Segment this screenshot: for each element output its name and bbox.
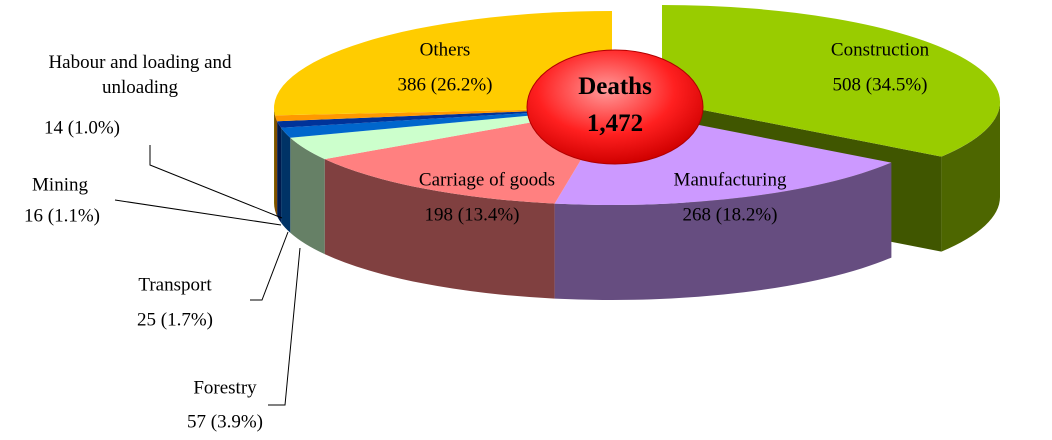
slice-side: [554, 162, 892, 301]
leader-line: [149, 145, 283, 219]
slice-label: Others: [419, 39, 471, 61]
center-title: Deaths: [578, 73, 652, 100]
leader-line: [114, 199, 282, 226]
value-label: 16 (1.1%): [24, 205, 100, 227]
center-total: 1,472: [586, 110, 644, 137]
slice: [274, 11, 612, 116]
slice-label: Mining: [32, 174, 88, 196]
slice-side: [324, 159, 555, 299]
value-label: 14 (1.0%): [44, 117, 120, 139]
slice: [662, 5, 1001, 157]
slice-side: [274, 108, 275, 211]
slice-label: Construction: [830, 39, 930, 61]
value-label: 268 (18.2%): [682, 204, 778, 226]
value-label: 57 (3.9%): [187, 411, 263, 433]
slice-label: Habour and loading and unloading: [48, 52, 232, 98]
slice-side: [941, 102, 1000, 252]
slice-side: [275, 115, 278, 217]
slice-side: [281, 127, 291, 233]
value-label: 386 (26.2%): [397, 74, 493, 96]
value-label: 198 (13.4%): [424, 204, 520, 226]
leader-line: [250, 231, 289, 301]
slice-label: Carriage of goods: [418, 169, 556, 191]
center-badge: [526, 49, 704, 165]
leader-line: [268, 247, 301, 406]
slice-label: Manufacturing: [673, 169, 787, 191]
value-label: 508 (34.5%): [832, 74, 928, 96]
value-label: 25 (1.7%): [137, 309, 213, 331]
slice-side: [277, 121, 282, 223]
slice-side: [290, 137, 325, 255]
slice-label: Transport: [138, 274, 212, 296]
slice-label: Forestry: [193, 377, 257, 399]
